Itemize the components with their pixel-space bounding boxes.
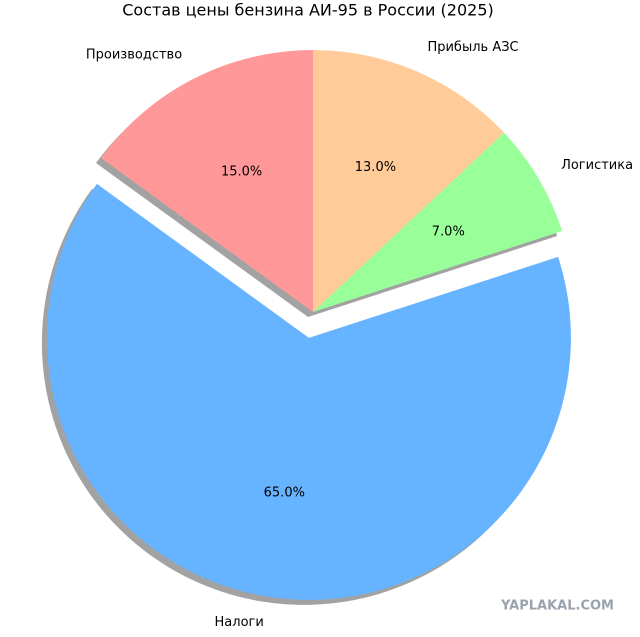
wedge: [46, 183, 571, 600]
percent-label: 13.0%: [355, 160, 396, 175]
percent-label: 15.0%: [221, 164, 262, 179]
slice-label: Налоги: [215, 615, 264, 630]
slice-label: Производство: [86, 48, 182, 63]
slice-label: Логистика: [561, 158, 633, 173]
percent-label: 65.0%: [264, 486, 305, 501]
wedge: [313, 50, 504, 312]
chart-title: Состав цены бензина АИ-95 в России (2025…: [122, 1, 494, 20]
percent-label: 7.0%: [432, 224, 465, 239]
wedge: [101, 50, 314, 312]
watermark: YAPLAKAL.COM: [500, 599, 614, 614]
wedge-layer: [46, 50, 571, 600]
slice-label: Прибыль АЗС: [427, 40, 518, 55]
wedge: [313, 132, 563, 312]
